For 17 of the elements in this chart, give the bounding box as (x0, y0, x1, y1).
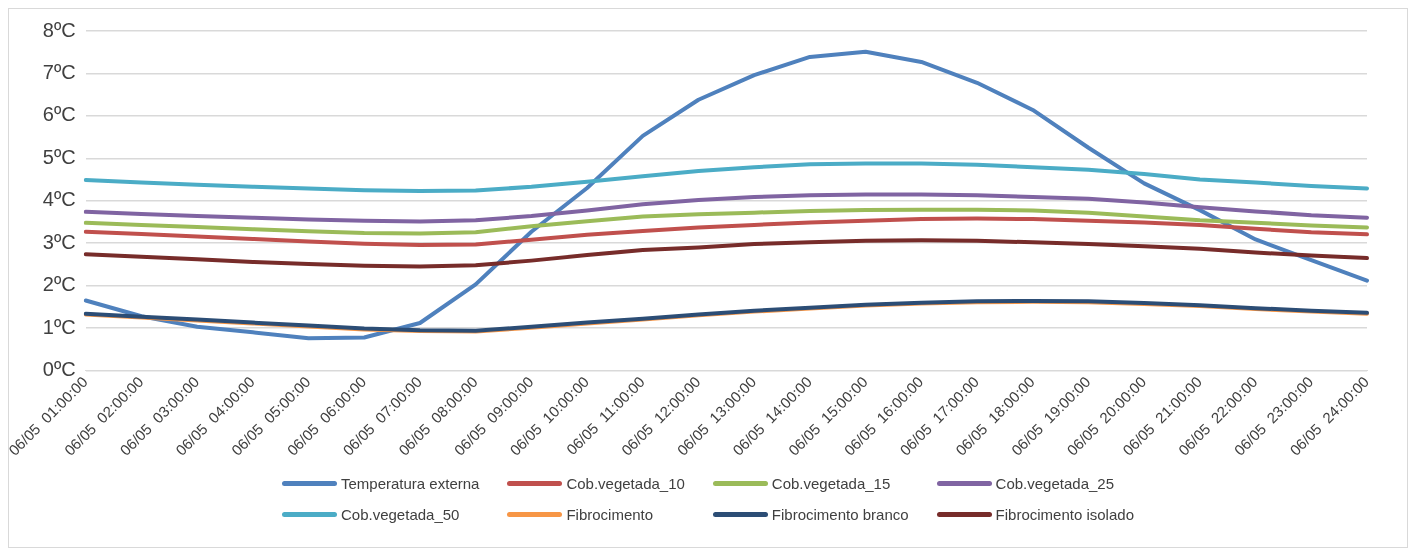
y-tick-label: 2ºC (42, 273, 76, 296)
legend-label: Cob.vegetada_10 (566, 475, 685, 492)
y-tick-label: 5ºC (42, 145, 76, 168)
legend-label: Cob.vegetada_25 (995, 475, 1115, 492)
legend-label: Cob.vegetada_15 (771, 475, 891, 492)
y-tick-label: 4ºC (42, 188, 76, 211)
y-tick-label: 8ºC (42, 18, 76, 41)
y-tick-label: 1ºC (42, 315, 76, 338)
legend-label: Fibrocimento (566, 506, 654, 523)
legend-label: Fibrocimento isolado (995, 506, 1134, 523)
legend-label: Fibrocimento branco (771, 506, 909, 523)
legend-label: Cob.vegetada_50 (341, 506, 460, 523)
y-tick-label: 6ºC (42, 103, 76, 126)
legend-label: Temperatura externa (341, 475, 480, 492)
y-tick-label: 0ºC (42, 358, 76, 381)
y-tick-label: 3ºC (42, 230, 76, 253)
y-tick-label: 7ºC (42, 60, 76, 83)
